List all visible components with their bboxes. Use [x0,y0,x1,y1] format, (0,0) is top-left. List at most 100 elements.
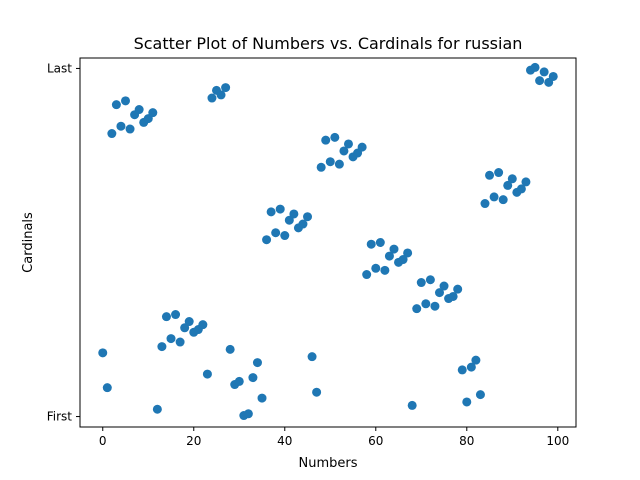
data-point [539,67,549,77]
data-point [248,373,258,383]
data-point [548,71,558,81]
data-point [148,108,158,118]
x-tick-label: 100 [546,434,569,448]
data-point [471,355,481,365]
data-point [225,344,235,354]
data-point [371,263,381,273]
data-point [321,135,331,145]
data-point [207,93,217,103]
data-point [307,352,317,362]
data-point [448,291,458,301]
data-point [407,400,417,410]
data-point [198,320,208,330]
data-point [325,157,335,167]
data-point [494,168,504,178]
data-point [234,376,244,386]
data-point [503,180,513,190]
data-point [161,312,171,322]
x-tick-label: 60 [368,434,383,448]
data-point [125,124,135,134]
data-point [257,393,267,403]
data-point [498,195,508,205]
data-point [457,365,467,375]
data-point [216,90,226,100]
data-point [430,301,440,311]
ticks-layer: 0 20 40 60 80 100 First Last [47,61,570,448]
data-point [425,275,435,285]
data-point [375,238,385,247]
data-point [416,278,426,288]
plot-frame [79,57,577,428]
x-tick-label: 0 [99,434,107,448]
data-point [357,142,367,152]
data-point [421,299,431,309]
data-point [535,76,545,86]
data-point [334,159,344,169]
data-point [475,390,485,400]
data-point [271,228,281,238]
data-point [121,96,130,106]
data-point [202,369,212,379]
data-point [157,342,167,352]
data-point [102,383,112,393]
data-point [343,139,353,149]
data-point [152,404,162,414]
x-axis-label: Numbers [299,456,358,471]
data-point [289,209,299,219]
data-point [521,177,531,187]
data-point [439,281,449,291]
data-point [380,265,390,275]
data-point [180,323,190,333]
data-point [134,105,144,115]
data-point [384,251,394,261]
data-point [339,146,349,156]
data-point [466,362,476,372]
data-point [480,199,490,209]
data-point [116,121,126,131]
data-point [275,204,285,214]
data-point [330,132,340,142]
data-point [489,192,499,202]
data-point [252,358,262,368]
data-point [362,270,372,280]
data-point [184,317,194,327]
x-tick-label: 20 [186,434,201,448]
y-tick-label: First [47,410,73,424]
points-layer [98,62,558,421]
data-point [485,170,495,180]
data-point [266,207,276,217]
data-point [221,83,231,93]
data-point [516,184,526,194]
data-point [366,239,376,249]
data-point [507,174,517,184]
data-point [298,219,308,229]
data-point [175,337,185,347]
data-point [434,288,444,298]
data-point [453,284,463,294]
data-point [107,129,117,139]
data-point [530,62,540,72]
data-point [262,235,272,245]
data-point [171,310,181,320]
data-point [284,215,294,225]
data-point [98,348,108,358]
data-point [403,248,413,258]
data-point [462,397,472,407]
x-tick-label: 40 [277,434,292,448]
data-point [111,100,121,110]
data-point [280,231,290,241]
y-tick-label: Last [47,61,72,75]
chart-title: Scatter Plot of Numbers vs. Cardinals fo… [134,34,523,53]
x-tick-label: 80 [459,434,474,448]
data-point [389,244,399,254]
y-axis-label: Cardinals [21,212,36,273]
data-point [312,387,322,397]
data-point [303,212,313,222]
data-point [412,304,422,314]
data-point [316,162,326,172]
data-point [166,334,176,344]
data-point [398,255,408,265]
data-point [243,409,253,419]
